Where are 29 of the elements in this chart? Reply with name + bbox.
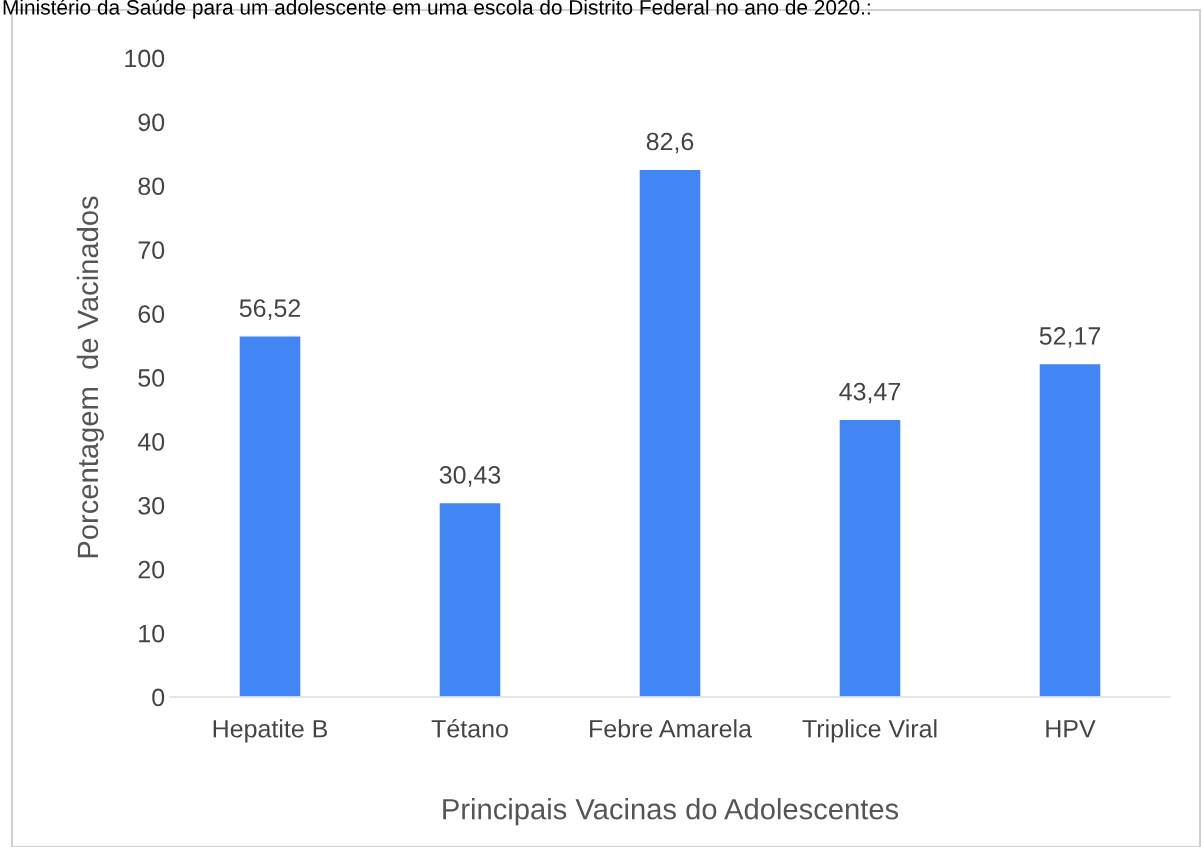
x-axis-title: Principais Vacinas do Adolescentes: [443, 798, 899, 826]
y-tick-label: 0: [152, 688, 165, 707]
bar: [838, 418, 902, 697]
x-tick-label: Tétano: [431, 718, 508, 738]
x-tick-label: Triplice Viral: [802, 719, 937, 743]
x-tick-label: Hepatite B: [213, 719, 328, 743]
y-tick-label: 80: [138, 177, 165, 196]
y-axis-title: Porcentagem de Vacinados: [76, 196, 104, 558]
data-label: 56,52: [239, 299, 301, 320]
bar: [238, 335, 302, 697]
x-tick-label: HPV: [1046, 720, 1096, 738]
y-tick-label: 40: [137, 433, 165, 451]
bar: [438, 501, 502, 697]
text: Ministério da Saúde para um adolescente em uma escola do Distrito Federal no ano de 2020.:: [3, 0, 870, 19]
data-label: 43,47: [839, 382, 901, 404]
y-tick-label: 60: [138, 305, 165, 323]
bar: [638, 168, 702, 697]
y-tick-label: 90: [138, 113, 165, 132]
y-tick-label: 50: [138, 369, 165, 387]
bar: [1038, 362, 1102, 697]
data-label: 30,43: [439, 466, 501, 487]
data-label: 52,17: [1039, 327, 1101, 348]
data-label: 82,6: [646, 132, 694, 154]
y-tick-label: 10: [139, 624, 165, 643]
y-tick-label: 20: [138, 560, 165, 579]
y-tick-label: 100: [125, 49, 165, 68]
x-tick-label: Febre Amarela: [590, 719, 752, 738]
y-tick-label: 70: [138, 241, 165, 259]
y-tick-label: 30: [138, 496, 165, 515]
